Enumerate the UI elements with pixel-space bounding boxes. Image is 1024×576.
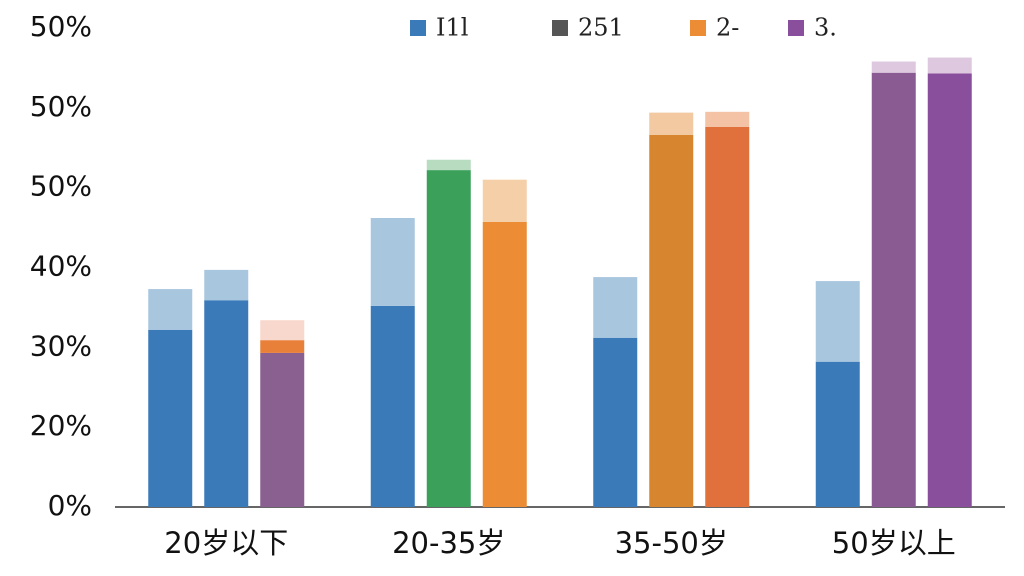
bar-segment xyxy=(204,269,249,301)
bar-segment xyxy=(815,361,860,507)
y-tick-label: 20% xyxy=(30,409,92,442)
bar-segment xyxy=(260,320,305,341)
bar-segment xyxy=(649,112,694,135)
bar-segment xyxy=(705,111,750,127)
legend-swatch xyxy=(410,20,426,36)
y-tick-label: 30% xyxy=(30,329,92,362)
legend-label: 3. xyxy=(814,14,837,42)
bar-segment xyxy=(482,179,527,222)
x-tick-label: 20-35岁 xyxy=(392,526,505,560)
legend-label: 251 xyxy=(578,14,624,42)
legend-swatch xyxy=(788,20,804,36)
y-tick-label: 40% xyxy=(30,250,92,283)
y-tick-label: 0% xyxy=(48,489,92,522)
bar-segment xyxy=(148,289,193,330)
legend-swatch xyxy=(690,20,706,36)
y-tick-label: 50% xyxy=(30,170,92,203)
legend-label: I1l xyxy=(436,14,468,42)
x-tick-label: 20岁以下 xyxy=(164,526,288,560)
legend-label: 2- xyxy=(716,14,739,42)
bar-segment xyxy=(871,61,916,73)
y-tick-label: 50% xyxy=(30,10,92,43)
legend-swatch xyxy=(552,20,568,36)
bar-segment xyxy=(815,281,860,362)
bar-segment xyxy=(871,72,916,507)
bar-segment xyxy=(426,159,471,171)
bar-segment xyxy=(927,57,972,74)
bar-segment xyxy=(426,170,471,507)
bar-segment xyxy=(148,329,193,507)
bar-segment xyxy=(370,305,415,507)
bar-segment xyxy=(260,340,305,353)
bar-segment xyxy=(593,277,638,338)
bar-segment xyxy=(260,352,305,507)
x-tick-label: 35-50岁 xyxy=(615,526,728,560)
bar-segment xyxy=(927,73,972,507)
bar-segment xyxy=(204,300,249,507)
bar-segment xyxy=(482,221,527,507)
bar-segment xyxy=(649,134,694,507)
y-tick-label: 50% xyxy=(30,90,92,123)
bar-segment xyxy=(593,337,638,507)
x-tick-label: 50岁以上 xyxy=(832,526,956,560)
bar-segment xyxy=(370,218,415,306)
bar-segment xyxy=(705,126,750,507)
